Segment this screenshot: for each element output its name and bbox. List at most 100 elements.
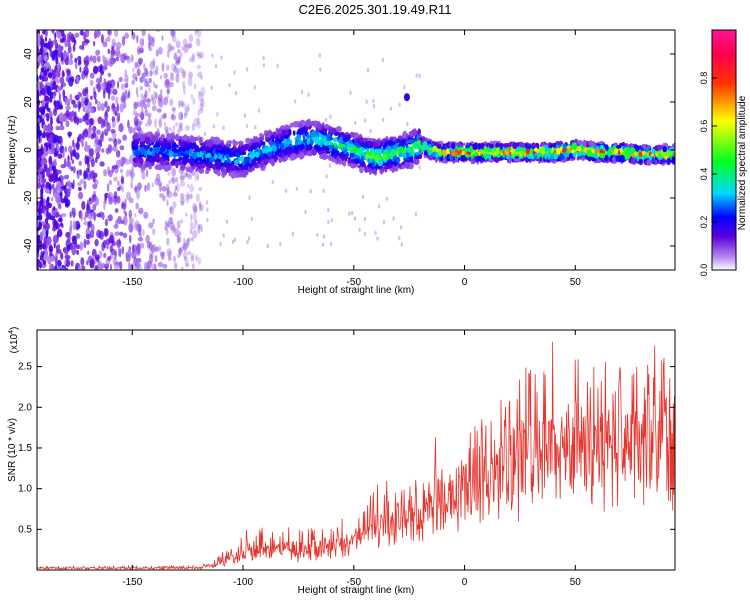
noise-blob bbox=[139, 233, 143, 242]
noise-blob bbox=[134, 111, 138, 118]
ridge-cell bbox=[310, 120, 316, 127]
noise-blob bbox=[121, 35, 126, 46]
ridge-cell bbox=[354, 142, 360, 147]
noise-blob bbox=[59, 135, 63, 142]
ridge-cell bbox=[483, 153, 489, 160]
ridge-cell bbox=[248, 157, 252, 164]
noise-blob bbox=[74, 94, 80, 100]
ridge-cell bbox=[531, 154, 535, 160]
ridge-cell bbox=[625, 149, 631, 154]
noise-blob bbox=[178, 247, 183, 256]
noise-blob bbox=[180, 125, 183, 131]
noise-blob bbox=[183, 237, 186, 245]
noise-blob bbox=[167, 250, 172, 260]
noise-blob bbox=[87, 250, 90, 255]
noise-blob bbox=[171, 167, 176, 177]
noise-blob bbox=[89, 79, 94, 87]
snr-scale-close: ) bbox=[9, 327, 20, 330]
noise-blob bbox=[67, 45, 72, 54]
noise-blob bbox=[182, 85, 186, 96]
faint-point bbox=[363, 216, 367, 222]
ridge-cell bbox=[192, 152, 198, 160]
noise-blob bbox=[59, 76, 65, 85]
noise-blob bbox=[92, 175, 96, 183]
snr-y-tick-label: 1.5 bbox=[18, 443, 32, 454]
noise-blob bbox=[130, 217, 135, 225]
noise-blob bbox=[116, 239, 122, 248]
noise-blob bbox=[65, 120, 70, 128]
noise-blob bbox=[43, 42, 49, 49]
noise-blob bbox=[118, 159, 124, 164]
noise-blob bbox=[95, 99, 98, 105]
ridge-cell bbox=[178, 153, 182, 159]
noise-blob bbox=[47, 86, 52, 96]
x-tick-label: -100 bbox=[233, 277, 253, 288]
noise-blob bbox=[120, 53, 126, 64]
ridge-cell bbox=[215, 146, 220, 155]
noise-blob bbox=[91, 158, 95, 168]
faint-point bbox=[330, 241, 333, 246]
ridge-cell bbox=[494, 156, 499, 163]
snr-axes: -150 -100 -50 0 50 0.5 1.0 1.5 2.0 2.5 bbox=[18, 330, 675, 588]
noise-blob bbox=[194, 30, 197, 37]
ridge-cell bbox=[154, 146, 160, 153]
noise-blob bbox=[140, 93, 144, 99]
noise-blob bbox=[103, 252, 107, 258]
snr-x-tick-label: -150 bbox=[122, 577, 142, 588]
ridge-cell bbox=[227, 165, 232, 170]
noise-blob bbox=[135, 77, 138, 82]
noise-blob bbox=[60, 180, 64, 186]
noise-blob bbox=[59, 228, 62, 237]
noise-blob bbox=[37, 160, 40, 170]
noise-blob bbox=[179, 126, 183, 132]
ridge-cell bbox=[382, 144, 386, 150]
ridge-cell bbox=[198, 138, 203, 144]
faint-point bbox=[212, 124, 216, 129]
ridge-cell bbox=[238, 171, 243, 178]
faint-point bbox=[382, 117, 385, 123]
noise-blob bbox=[115, 50, 122, 59]
faint-point bbox=[164, 226, 167, 231]
noise-blob bbox=[168, 81, 174, 88]
ridge-cell bbox=[181, 160, 185, 165]
ridge-cell bbox=[213, 169, 219, 174]
noise-blob bbox=[186, 238, 190, 249]
noise-blob bbox=[172, 192, 178, 197]
snr-x-axis-label: Height of straight line (km) bbox=[298, 585, 415, 596]
noise-blob bbox=[68, 182, 72, 192]
ridge-cell bbox=[314, 144, 321, 151]
noise-blob bbox=[144, 81, 150, 88]
noise-blob bbox=[187, 183, 190, 189]
ridge-cell bbox=[278, 148, 281, 153]
ridge-cell bbox=[369, 147, 375, 153]
noise-blob bbox=[95, 50, 99, 57]
ridge-cell bbox=[294, 154, 300, 158]
noise-blob bbox=[156, 108, 162, 113]
noise-blob bbox=[134, 185, 138, 194]
noise-blob bbox=[176, 233, 180, 244]
noise-blob bbox=[101, 34, 104, 44]
ridge-cell bbox=[315, 136, 319, 144]
faint-point bbox=[348, 211, 351, 216]
ridge-cell bbox=[382, 153, 387, 161]
noise-blob bbox=[110, 129, 116, 134]
ridge-cell bbox=[183, 134, 188, 142]
noise-blob bbox=[106, 36, 111, 43]
noise-blob bbox=[60, 222, 63, 227]
noise-blob bbox=[114, 250, 117, 260]
noise-blob bbox=[154, 263, 157, 270]
ridge-cell bbox=[503, 143, 509, 148]
noise-blob bbox=[113, 138, 118, 147]
noise-blob bbox=[167, 43, 172, 52]
snr-marks bbox=[37, 341, 675, 570]
ridge-cell bbox=[409, 155, 414, 161]
noise-blob bbox=[102, 239, 107, 249]
x-tick-label: 0 bbox=[462, 277, 468, 288]
noise-blob bbox=[179, 180, 186, 187]
noise-blob bbox=[167, 50, 170, 59]
ridge-cell bbox=[370, 152, 376, 160]
ridge-cell bbox=[470, 156, 474, 165]
faint-point bbox=[358, 227, 361, 232]
faint-point bbox=[316, 232, 319, 238]
faint-point bbox=[151, 182, 154, 188]
